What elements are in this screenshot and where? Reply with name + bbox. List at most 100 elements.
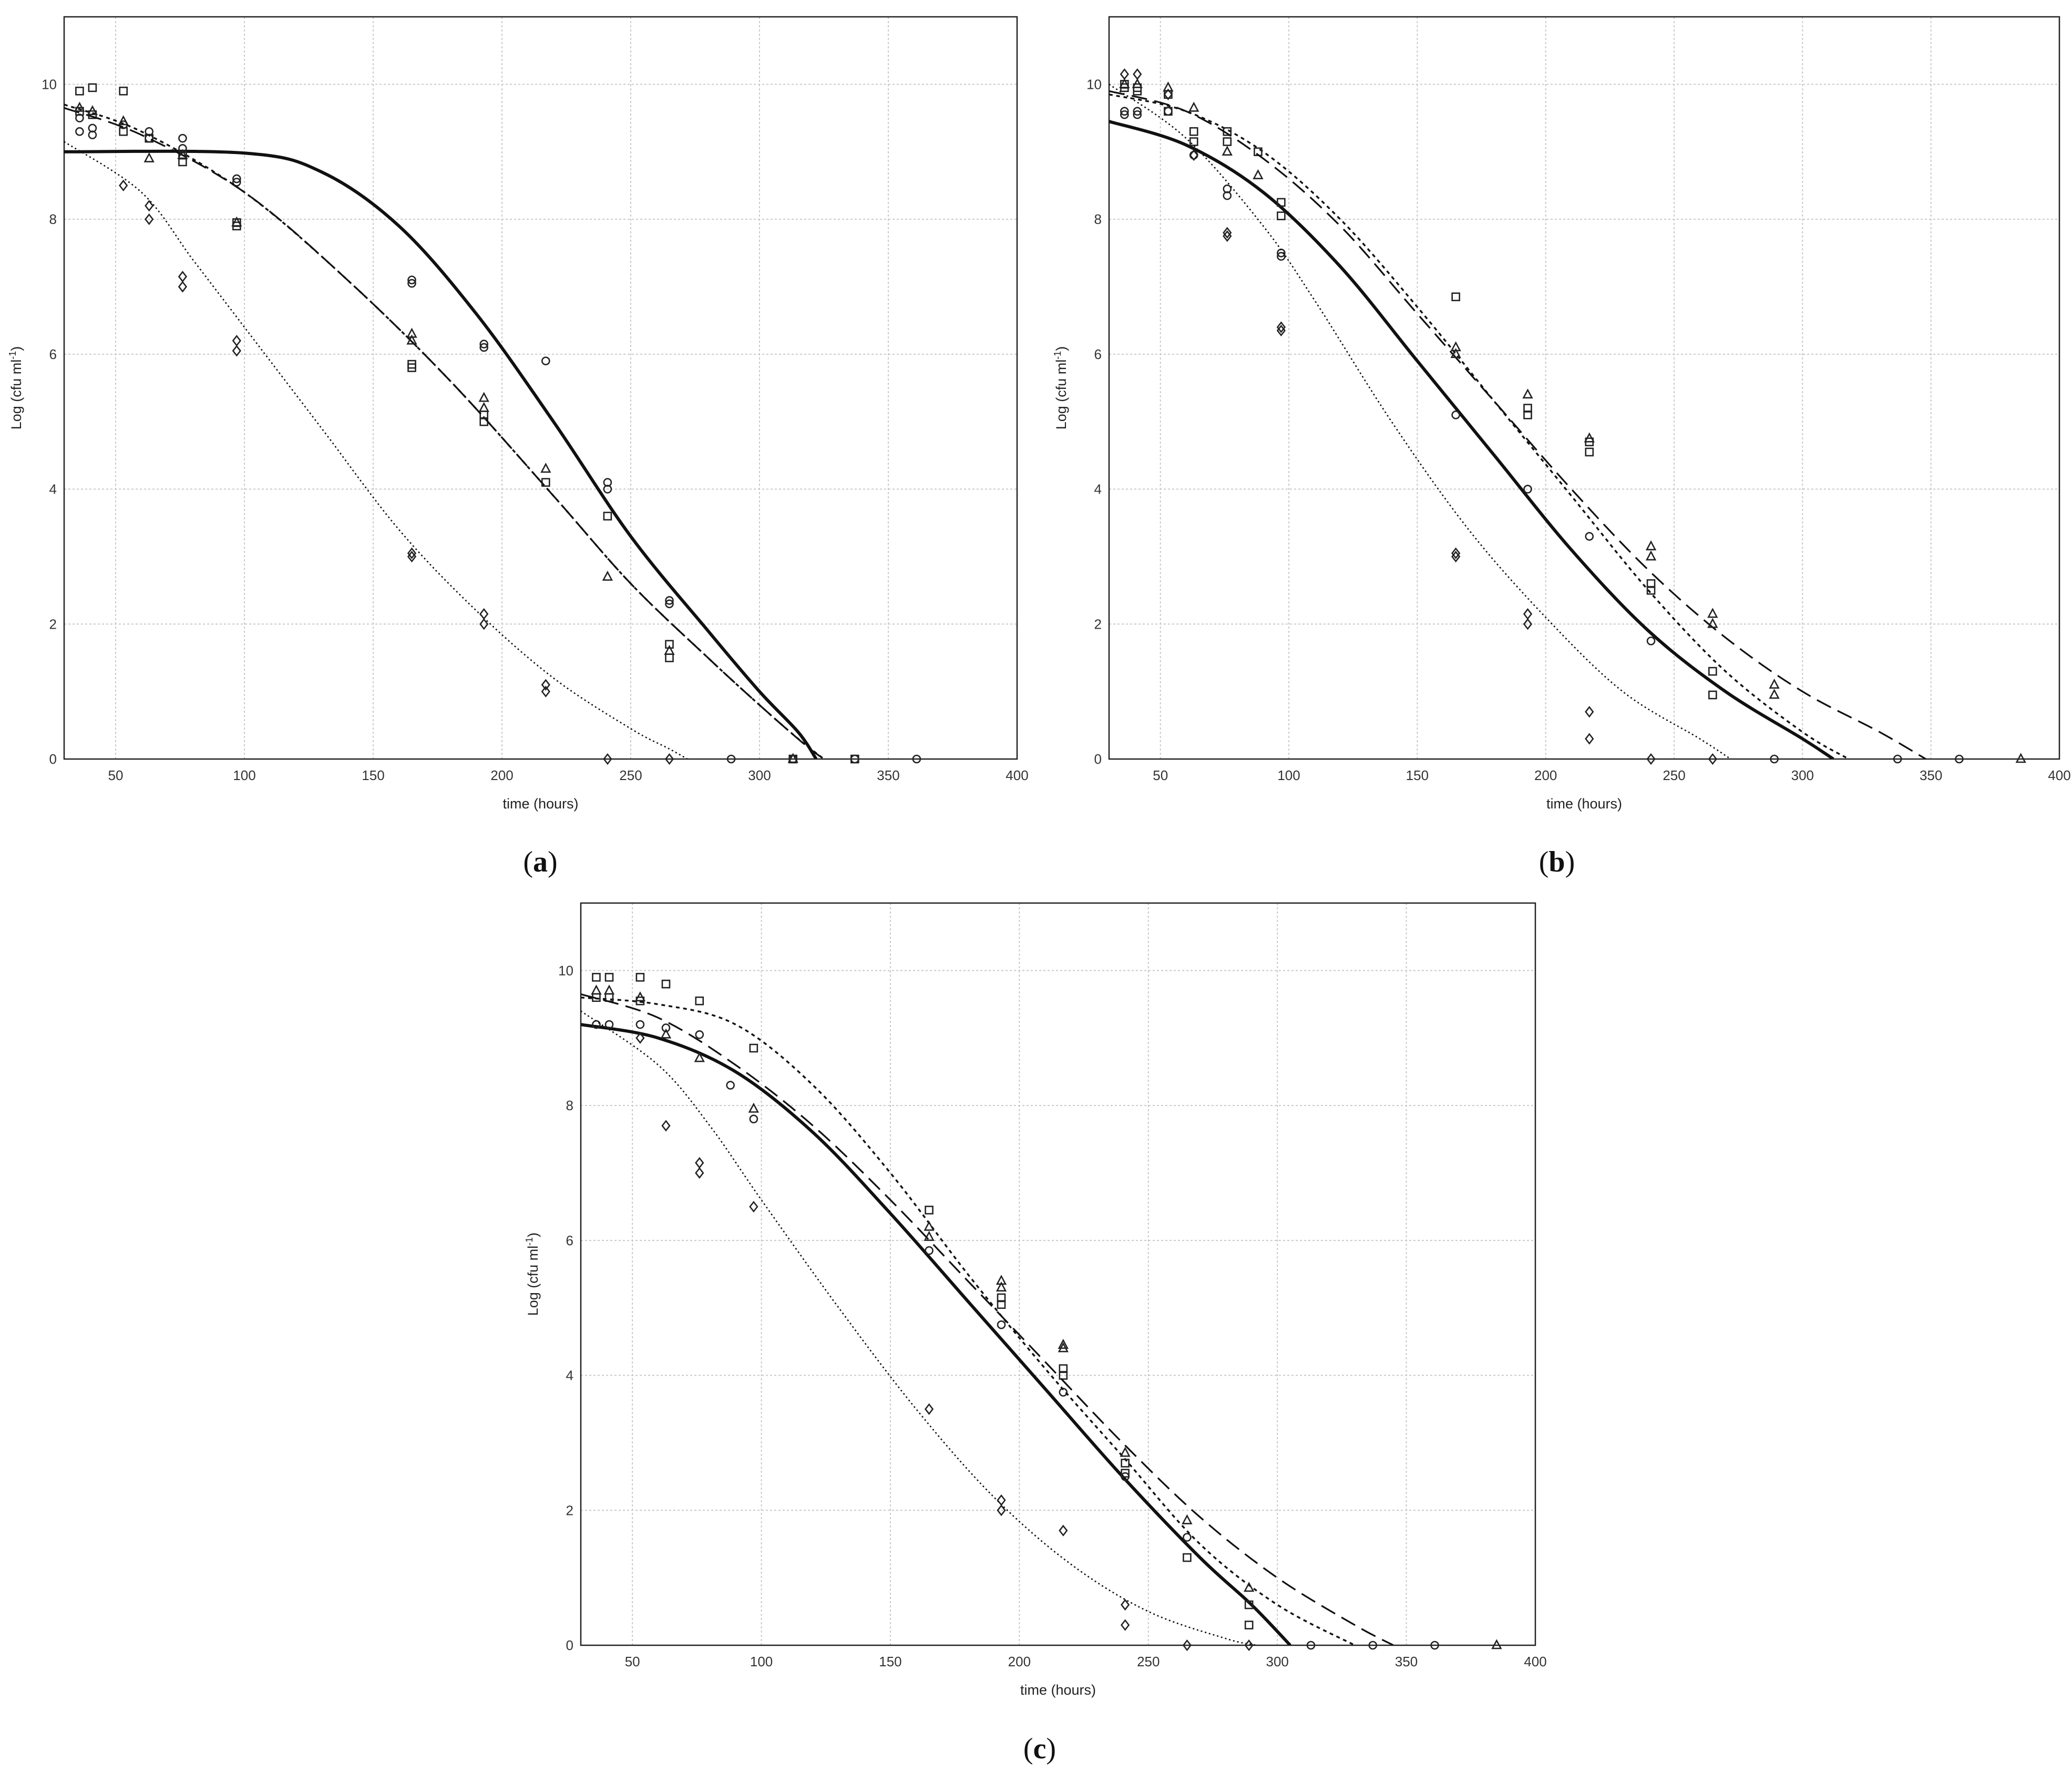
data-point-triangle — [540, 463, 551, 473]
data-point-square — [1189, 137, 1198, 146]
y-tick-label: 0 — [1094, 751, 1102, 767]
data-point-triangle — [660, 1028, 672, 1039]
data-point-triangle — [1584, 432, 1595, 443]
chart-panel-a: 50 100 150 200 250 300 350 400 0 2 4 6 8 10 time (hour… — [7, 16, 1029, 878]
series-circle — [64, 114, 921, 764]
x-tick-label: 150 — [362, 767, 384, 783]
x-tick-label: 250 — [1663, 767, 1685, 783]
data-point-triangle — [1645, 550, 1657, 561]
series-square — [64, 83, 859, 764]
y-tick-label: 6 — [1094, 346, 1102, 362]
y-tick-label: 10 — [42, 76, 57, 92]
data-point-triangle — [694, 1052, 705, 1062]
data-point-circle — [912, 754, 921, 764]
fit-curve-triangle — [64, 107, 825, 759]
data-point-square — [145, 134, 154, 143]
data-point-circle — [1277, 252, 1286, 261]
panel-label-open: ( — [1539, 846, 1549, 878]
series-diamond — [1109, 68, 1731, 765]
data-point-triangle — [2015, 753, 2026, 763]
data-point-diamond — [1276, 321, 1286, 333]
data-point-diamond — [1223, 230, 1232, 242]
data-point-circle — [1368, 1641, 1378, 1650]
data-point-circle — [232, 174, 241, 183]
data-point-diamond — [1120, 1619, 1130, 1631]
y-axis-label-superscript: -1 — [524, 1237, 535, 1246]
y-tick-label: 4 — [566, 1368, 573, 1383]
y-tick-label: 6 — [49, 346, 57, 362]
data-point-triangle — [602, 570, 613, 581]
data-point-diamond — [664, 753, 674, 765]
plot-frame — [63, 16, 1018, 760]
data-point-circle — [1133, 110, 1142, 119]
data-point-diamond — [661, 1120, 671, 1132]
y-tick-label: 2 — [566, 1502, 573, 1518]
series-triangle — [1109, 78, 2026, 763]
x-tick-label: 200 — [1008, 1654, 1031, 1669]
panel-label: (c) — [1023, 1733, 1056, 1765]
data-point-triangle — [664, 644, 675, 655]
panel-label-letter: b — [1548, 846, 1565, 878]
data-point-square — [1646, 586, 1656, 595]
data-point-circle — [1893, 754, 1902, 764]
data-point-diamond — [603, 753, 612, 765]
chart-panel-b: 50 100 150 200 250 300 350 400 0 2 4 6 8 10 time (hour… — [1052, 16, 2071, 878]
data-point-square — [1244, 1621, 1254, 1629]
x-tick-label: 350 — [877, 767, 899, 783]
x-tick-label: 50 — [108, 767, 124, 783]
data-point-circle — [665, 596, 674, 605]
y-tick-label: 4 — [49, 481, 57, 497]
y-axis-label-close: ) — [1053, 346, 1069, 351]
data-point-triangle — [748, 1102, 760, 1113]
data-point-square — [1164, 90, 1173, 99]
y-axis-label-close: ) — [525, 1233, 541, 1237]
y-tick-label: 8 — [1094, 211, 1102, 227]
data-point-circle — [1585, 532, 1594, 541]
data-point-triangle — [924, 1221, 935, 1231]
fit-curve-circle — [1109, 120, 1834, 759]
data-point-circle — [665, 599, 674, 609]
data-point-square — [75, 86, 84, 96]
data-point-circle — [1306, 1641, 1316, 1650]
data-point-square — [635, 972, 645, 982]
fit-curve-triangle — [1109, 90, 1926, 759]
data-point-diamond — [1189, 149, 1198, 161]
fit-curve-square — [64, 104, 825, 759]
data-point-circle — [1955, 754, 1964, 764]
data-point-triangle — [478, 392, 489, 402]
y-axis-label-text: Log (cfu ml — [8, 360, 24, 430]
data-point-triangle — [603, 985, 615, 995]
data-point-circle — [1223, 191, 1232, 200]
x-axis-label: time (hours) — [1020, 1682, 1096, 1698]
y-axis-label: Log (cfu ml-1) — [524, 1233, 541, 1316]
data-point-square — [850, 754, 859, 764]
data-point-circle — [1120, 110, 1129, 119]
series-circle — [581, 1020, 1439, 1650]
data-point-circle — [1430, 1641, 1439, 1650]
data-point-circle — [1189, 150, 1198, 160]
data-point-diamond — [1585, 733, 1594, 745]
data-point-triangle — [1182, 1514, 1193, 1524]
data-point-triangle — [74, 101, 85, 112]
data-point-circle — [407, 275, 416, 284]
data-point-square — [407, 363, 416, 372]
series-square — [1109, 80, 1850, 759]
data-point-diamond — [541, 679, 550, 691]
data-point-triangle — [1450, 348, 1461, 358]
y-tick-label: 2 — [49, 616, 57, 632]
data-point-square — [1189, 127, 1198, 136]
data-point-circle — [178, 134, 187, 143]
fit-curve-circle — [581, 1023, 1291, 1645]
data-point-triangle — [1707, 608, 1718, 618]
data-point-circle — [925, 1246, 934, 1255]
data-point-diamond — [178, 271, 188, 283]
data-point-diamond — [232, 345, 241, 357]
data-point-circle — [1120, 107, 1129, 116]
data-point-diamond — [1523, 618, 1533, 630]
data-point-square — [1708, 690, 1717, 700]
data-point-diamond — [1120, 1598, 1130, 1611]
y-axis-label-text: Log (cfu ml — [525, 1246, 541, 1316]
data-point-diamond — [1523, 608, 1533, 620]
x-tick-label: 300 — [1791, 767, 1814, 783]
data-point-circle — [726, 754, 736, 764]
